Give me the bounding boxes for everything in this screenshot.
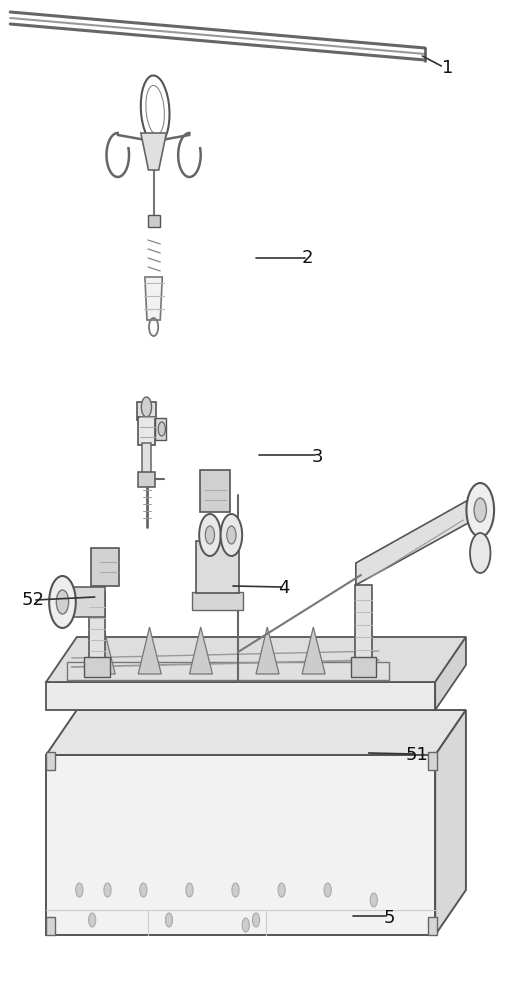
Text: 52: 52 [22,591,45,609]
Circle shape [221,514,242,556]
Circle shape [252,913,260,927]
Bar [192,592,243,610]
Polygon shape [189,627,212,674]
Circle shape [76,883,83,897]
Bar [138,472,155,487]
Circle shape [199,514,221,556]
Bar [59,587,105,617]
Polygon shape [46,637,466,682]
Circle shape [165,913,173,927]
Bar [46,752,55,770]
Circle shape [205,526,215,544]
Circle shape [158,422,165,436]
Bar [200,470,230,512]
Bar [428,752,437,770]
Text: 3: 3 [312,448,323,466]
Polygon shape [46,710,466,755]
Text: 51: 51 [406,746,429,764]
Bar [351,657,376,677]
Bar [84,657,110,677]
Bar [155,418,166,440]
Bar [355,585,372,677]
Circle shape [474,498,486,522]
Polygon shape [145,277,162,320]
Circle shape [242,918,249,932]
Bar [91,548,119,586]
Bar [137,402,156,420]
Text: 5: 5 [383,909,395,927]
Circle shape [140,883,147,897]
Polygon shape [138,627,161,674]
Circle shape [466,483,494,537]
Circle shape [232,883,239,897]
Bar [138,417,155,445]
Circle shape [470,533,490,573]
Circle shape [278,883,285,897]
Polygon shape [141,133,166,170]
Circle shape [104,883,111,897]
Circle shape [186,883,193,897]
Text: 4: 4 [279,579,290,597]
Circle shape [227,526,236,544]
Circle shape [56,590,69,614]
Polygon shape [46,682,435,710]
Circle shape [141,397,152,417]
Bar [148,215,160,227]
Polygon shape [435,637,466,710]
Text: 1: 1 [442,59,454,77]
Circle shape [89,913,96,927]
Bar [67,662,389,680]
Polygon shape [356,497,474,585]
Polygon shape [435,710,466,935]
Circle shape [49,576,76,628]
Bar [46,917,55,935]
Text: 2: 2 [302,249,313,267]
Circle shape [370,893,377,907]
Bar [196,541,239,593]
Polygon shape [302,627,325,674]
Bar [142,443,151,473]
Polygon shape [46,755,435,935]
Bar [89,592,105,677]
Polygon shape [256,627,279,674]
Bar [428,917,437,935]
Polygon shape [92,627,115,674]
Circle shape [324,883,331,897]
